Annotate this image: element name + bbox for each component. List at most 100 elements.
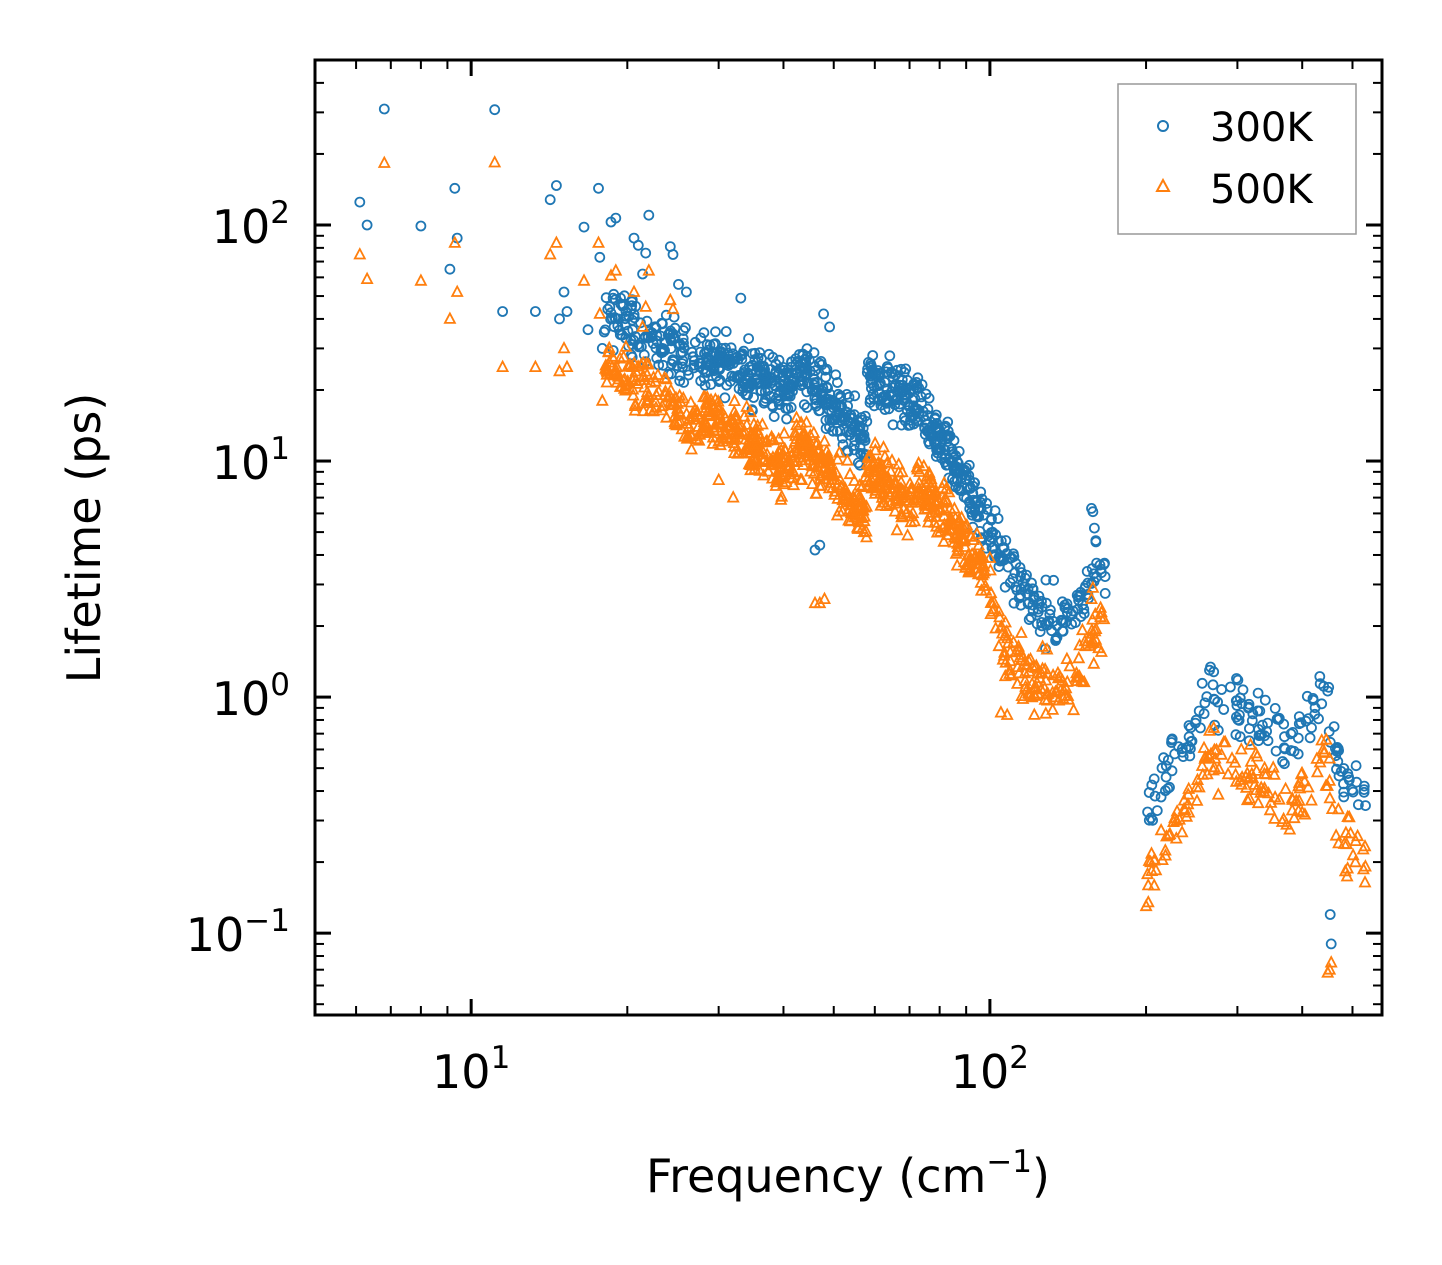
300k-point (544, 194, 556, 206)
500k-point (728, 430, 742, 443)
300k-point (1198, 708, 1210, 720)
300k-point (880, 393, 892, 405)
500k-point (796, 457, 810, 471)
y-tick-label: 101 (212, 431, 290, 490)
500k-point (1240, 792, 1254, 806)
500k-point (727, 419, 741, 432)
300k-point (986, 542, 998, 554)
300k-point (656, 317, 668, 329)
300k-point (844, 412, 856, 424)
500k-point (999, 655, 1013, 668)
500k-point (1158, 843, 1172, 856)
300k-point (1285, 728, 1297, 740)
500k-point (716, 406, 730, 419)
300k-point (1088, 568, 1100, 580)
300k-point (1162, 783, 1174, 794)
500k-point (636, 319, 650, 332)
300k-point (671, 360, 683, 372)
500k-point (1062, 692, 1075, 705)
500k-point (636, 395, 650, 409)
300k-point (681, 286, 692, 298)
500k-point (840, 453, 854, 466)
500k-point (1075, 622, 1089, 636)
300k-point (1151, 805, 1163, 816)
300k-point (1048, 574, 1059, 586)
300k-point (868, 392, 880, 404)
300k-point (873, 395, 885, 407)
500k-point (868, 435, 882, 449)
300k-point (604, 301, 616, 313)
500k-point (488, 155, 502, 168)
500k-point (835, 479, 849, 493)
500k-point (528, 359, 542, 373)
300k-point (1020, 581, 1031, 593)
300k-point (1247, 708, 1259, 720)
300k-point (1309, 702, 1321, 714)
300k-point (1166, 734, 1178, 746)
300k-point (809, 365, 821, 377)
500k-point (1329, 828, 1343, 841)
300k-point (916, 379, 928, 391)
500k-point (795, 472, 809, 486)
500k-point (861, 472, 875, 486)
500k-point (1094, 609, 1108, 622)
500k-point (666, 397, 680, 411)
500k-point (1251, 795, 1265, 809)
500k-point (822, 480, 836, 494)
500k-point (1292, 793, 1306, 806)
legend-label-500k: 500K (1210, 167, 1314, 213)
300k-point (667, 249, 679, 260)
500k-point (881, 455, 895, 468)
500k-point (743, 427, 757, 441)
300k-point (1022, 583, 1034, 595)
500k-point (1070, 673, 1084, 687)
500k-point (852, 507, 866, 520)
500k-point (1009, 644, 1023, 657)
500k-point (1310, 764, 1324, 778)
300k-point (1269, 703, 1281, 714)
500k-point (628, 403, 642, 416)
500k-point (772, 444, 786, 457)
500k-point (1346, 847, 1360, 861)
300k-point (626, 296, 638, 308)
500k-point (772, 431, 786, 445)
300k-point (743, 333, 754, 345)
300k-point (1145, 812, 1157, 824)
major-ticks (315, 60, 1382, 1015)
500k-point (680, 431, 694, 444)
500k-point (1340, 836, 1354, 850)
300k-point (449, 182, 461, 194)
x-axis-title-main: Frequency (cm (646, 1149, 986, 1203)
300k-point (773, 354, 785, 366)
500k-point (1144, 854, 1158, 868)
500k-point (728, 393, 741, 407)
500k-point (1244, 737, 1257, 750)
500k-point (1323, 962, 1337, 975)
500k-point (845, 506, 859, 519)
500k-point (676, 390, 690, 404)
500k-point (682, 419, 696, 432)
500k-point (642, 387, 656, 400)
500k-point (664, 382, 678, 396)
300k-point (942, 425, 954, 437)
500k-point (947, 535, 961, 548)
500k-point (1295, 805, 1309, 818)
500k-point (1175, 824, 1189, 838)
500k-point (944, 515, 958, 529)
300k-point (1147, 814, 1158, 826)
300k-point (1231, 700, 1243, 711)
300k-point (889, 380, 900, 392)
500k-point (840, 494, 853, 508)
300k-point (1338, 791, 1350, 803)
300k-point (1070, 617, 1081, 628)
500k-point (1170, 813, 1184, 826)
300k-point (489, 104, 501, 116)
500k-point (806, 449, 820, 462)
500k-point (543, 247, 557, 260)
300k-point (820, 414, 832, 426)
300k-point (1042, 619, 1053, 631)
500k-point (1034, 665, 1048, 678)
500k-point (1340, 869, 1354, 882)
300k-point (1338, 763, 1350, 774)
300k-point (1040, 574, 1052, 586)
